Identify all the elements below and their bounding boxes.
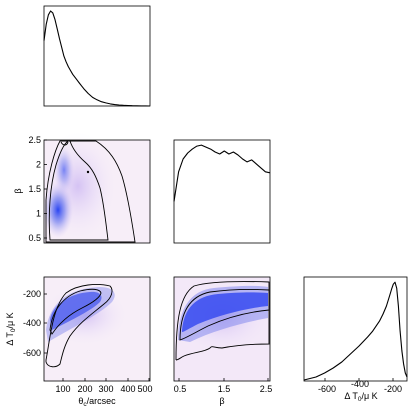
xtick-label: 400 [120, 384, 135, 394]
dt-theta-contour-inner [49, 288, 102, 335]
dt-y-label-main: Δ T [5, 332, 15, 346]
xtick-label: 0.5 [174, 384, 187, 394]
ytick-label: 2 [36, 160, 41, 170]
beta-y-axis-label: β [13, 188, 23, 193]
dt-x-label-sub: 0 [358, 396, 362, 403]
ytick-label: -200 [23, 289, 41, 299]
xtick-label: 100 [55, 384, 70, 394]
beta-theta-contour-outer [45, 140, 136, 243]
dt-y-axis-label: Δ T0/μ K [5, 312, 17, 345]
xtick-label: -600 [318, 384, 336, 394]
ytick-label: 2.5 [28, 135, 41, 145]
theta-x-label-sub: c [83, 401, 87, 408]
dt-x-axis-label: Δ T0/μ K [344, 391, 377, 403]
xtick-label: 2.5 [260, 384, 273, 394]
dt-x-label-suffix: /μ K [361, 391, 377, 401]
xtick-label: -200 [384, 384, 402, 394]
xtick-label: 1.5 [218, 384, 231, 394]
dt-theta-yticks: -200 -400 -600 [23, 289, 47, 358]
beta-theta-contour-dot [86, 170, 90, 174]
ytick-label: -600 [23, 348, 41, 358]
beta-theta-yticks: 2.5 2 1.5 1 0.5 [28, 135, 47, 243]
panel-dt-marginal: -600 -400 -200 Δ T0/μ K [303, 276, 408, 403]
dt-beta-density-core [182, 292, 268, 332]
beta-marginal-curve [173, 144, 271, 202]
ytick-label: 1 [36, 209, 41, 219]
dt-theta-contour-outer [45, 284, 113, 368]
dt-x-label-main: Δ T [344, 391, 358, 401]
beta-theta-contour-inner [48, 140, 109, 241]
panel-dt-beta: 0.5 1.5 2.5 β [173, 276, 273, 406]
panel-dt-beta-frame [173, 276, 271, 382]
xtick-label: 500 [137, 384, 152, 394]
xtick-label: -400 [351, 379, 369, 389]
theta-x-axis-label: θc/arcsec [78, 396, 116, 408]
dt-theta-xticks: 100 200 300 400 500 [55, 378, 153, 394]
panel-dt-theta-frame [43, 276, 151, 382]
dt-beta-xticks: 0.5 1.5 2.5 [174, 378, 273, 394]
beta-theta-density-upper [54, 146, 74, 194]
panel-theta-marginal [43, 5, 151, 107]
dt-y-label-sub: 0 [10, 328, 17, 332]
panel-beta-theta-frame [43, 139, 151, 244]
xtick-label: 200 [77, 384, 92, 394]
theta-x-label-main: θ [78, 396, 83, 406]
dt-marginal-curve [303, 281, 408, 381]
theta-marginal-curve [43, 10, 151, 107]
panel-beta-theta: 2.5 2 1.5 1 0.5 β [13, 132, 151, 244]
panel-dt-theta: -200 -400 -600 100 200 300 400 500 θc/ar… [5, 276, 153, 408]
dt-marginal-xticks: -600 -400 -200 [318, 378, 402, 394]
panel-beta-marginal-frame [173, 139, 271, 244]
ytick-label: -400 [23, 318, 41, 328]
beta-x-axis-label: β [219, 396, 224, 406]
panel-beta-marginal [173, 139, 271, 244]
ytick-label: 1.5 [28, 184, 41, 194]
theta-x-label-suffix: /arcsec [87, 396, 117, 406]
dt-beta-contour-outer [175, 281, 270, 361]
ytick-label: 0.5 [28, 233, 41, 243]
xtick-label: 300 [98, 384, 113, 394]
dt-beta-contour-inner [179, 288, 270, 341]
panel-theta-marginal-frame [43, 5, 151, 107]
panel-dt-marginal-frame [303, 276, 408, 382]
beta-theta-contour-island [60, 141, 69, 146]
dt-y-label-suffix: /μ K [5, 312, 15, 328]
